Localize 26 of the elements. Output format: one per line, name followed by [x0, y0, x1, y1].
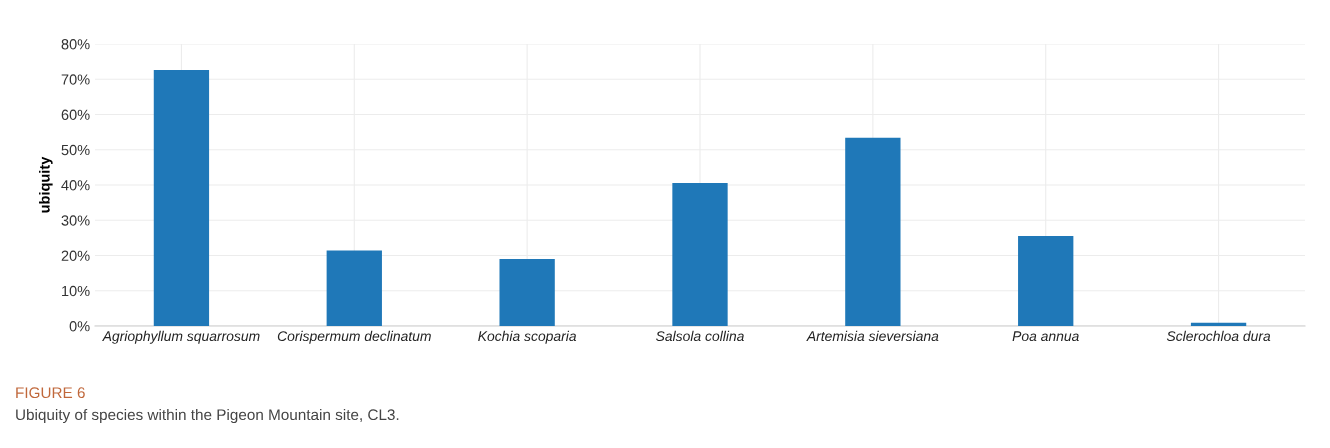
bar: [499, 259, 555, 326]
x-tick-label: Artemisia sieversiana: [806, 330, 939, 342]
y-tick-label: 20%: [61, 250, 90, 261]
y-tick-label: 10%: [62, 285, 90, 297]
y-tick-label: 60%: [61, 109, 90, 120]
x-tick-label: Salsola collina: [656, 330, 744, 342]
text: Ubiquity of species within the Pigeon Mountain site, CL3.: [16, 408, 399, 424]
y-tick-label: 0%: [69, 321, 90, 332]
bar: [845, 137, 901, 326]
y-tick-label: 70%: [61, 74, 90, 85]
y-axis-title: ubiquity: [39, 156, 53, 213]
x-tick-label: Sclerochloa dura: [1166, 330, 1271, 342]
bar: [153, 70, 210, 326]
bar: [672, 182, 728, 326]
y-tick-label: 80%: [61, 39, 90, 50]
x-tick-label: Agriophyllum squarrosum: [102, 330, 260, 344]
text: FIGURE 6: [16, 387, 85, 399]
bar: [1190, 322, 1247, 326]
y-tick-label: 40%: [61, 180, 90, 191]
x-tick-label: Kochia scoparia: [478, 330, 577, 344]
x-tick-label: Corispermum declinatum: [277, 330, 431, 344]
x-tick-label: Poa annua: [1012, 331, 1079, 342]
bar: [1018, 236, 1074, 326]
y-tick-label: 30%: [61, 215, 90, 226]
y-tick-label: 50%: [61, 144, 90, 156]
bar: [326, 250, 382, 326]
